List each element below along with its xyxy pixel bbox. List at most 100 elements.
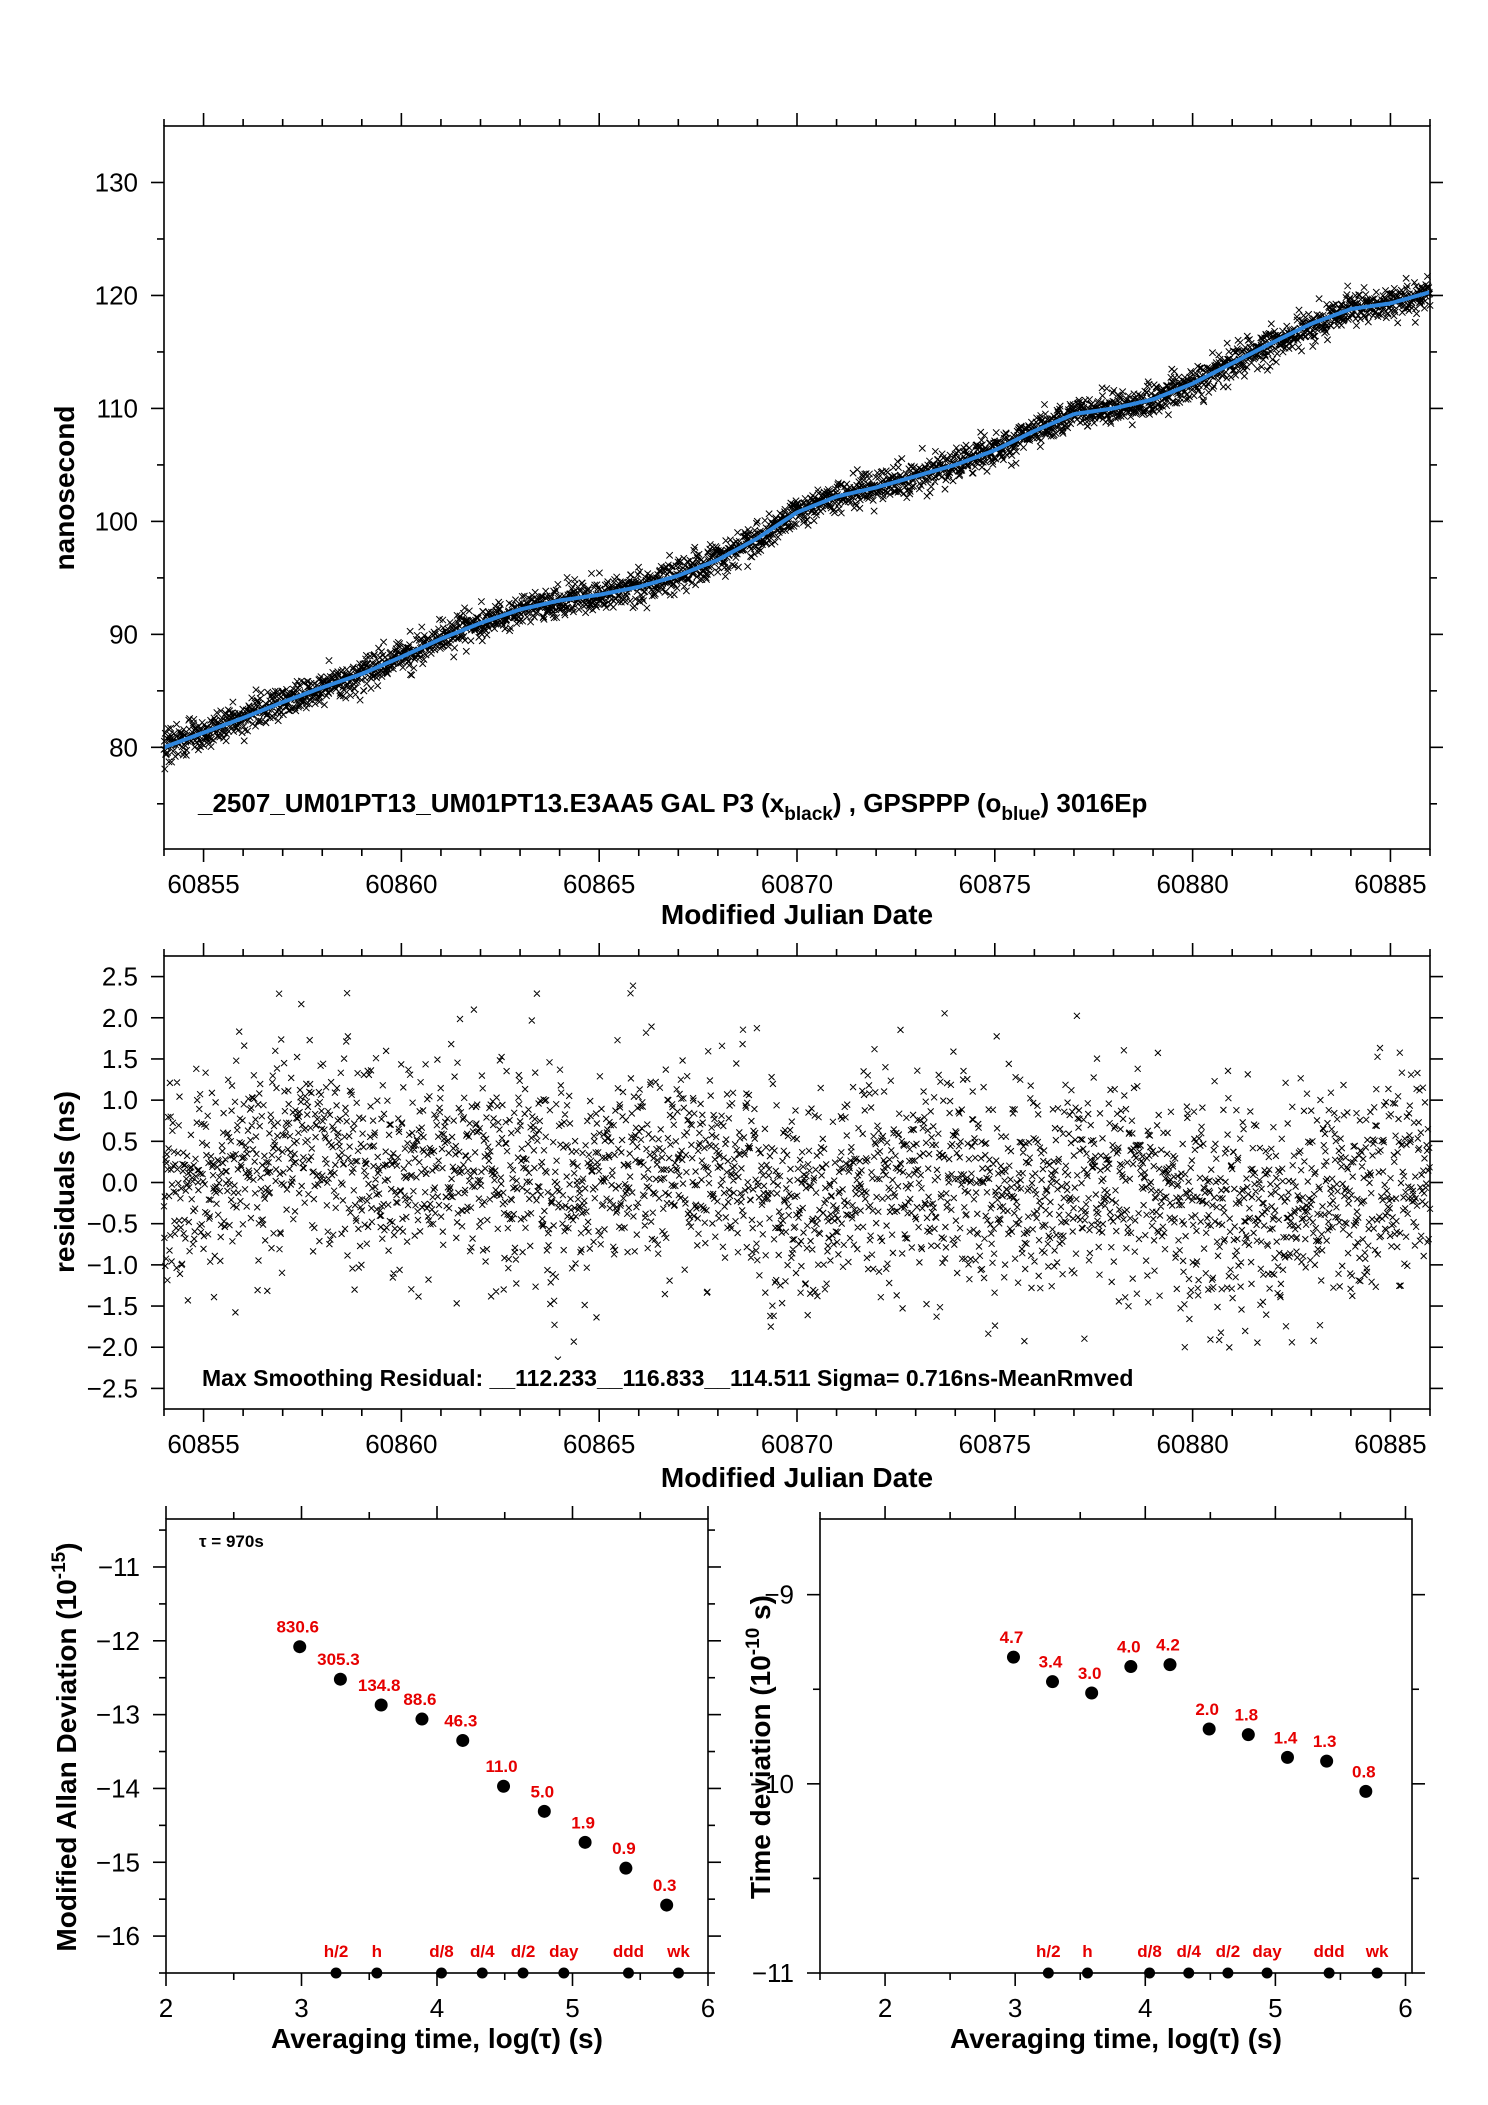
time-series-x-tick-label: 60855 — [167, 869, 239, 899]
allan-deviation-point — [415, 1712, 429, 1726]
time-deviation-tau-marker-label: wk — [1365, 1942, 1389, 1961]
time-deviation-tau-marker — [1144, 1967, 1156, 1979]
residuals-x-axis-title: Modified Julian Date — [661, 1462, 933, 1493]
residuals-marks — [160, 982, 1434, 1363]
allan-deviation-point — [537, 1804, 551, 1818]
residuals-x-tick-label: 60870 — [761, 1429, 833, 1459]
allan-deviation-point-label: 88.6 — [403, 1690, 436, 1709]
time-series-panel: 60855 60860 60865 60870 60875 60880 60885 80 90 1… — [49, 113, 1443, 930]
time-deviation-point — [1163, 1658, 1177, 1672]
residuals-y-tick-label: −1.0 — [87, 1250, 138, 1280]
time-deviation-tau-marker — [1261, 1967, 1273, 1979]
time-deviation-tau-marker-label: ddd — [1314, 1942, 1345, 1961]
allan-ylabel-exponent: -15 — [49, 1551, 70, 1579]
time-series-y-tick-label: 80 — [109, 732, 138, 762]
allan-deviation-x-tick-label: 2 — [159, 1993, 173, 2023]
time-deviation-x-tick-label: 2 — [878, 1993, 892, 2023]
time-deviation-point-label: 4.7 — [1000, 1628, 1024, 1647]
time-series-ticks: 60855 60860 60865 60870 60875 60880 60885 80 90 1… — [95, 113, 1443, 899]
allan-deviation-y-axis-title: Modified Allan Deviation (10-15) — [49, 1542, 82, 1951]
gal-p3-black-x-markers — [1168, 332, 1259, 407]
allan-deviation-point-label: 5.0 — [530, 1782, 554, 1801]
residuals-y-tick-label: 2.5 — [102, 962, 138, 992]
residuals-annotation: Max Smoothing Residual: __112.233__116.8… — [202, 1365, 1133, 1391]
time-deviation-tau-marker-label: d/4 — [1176, 1942, 1201, 1961]
residual-x-markers — [1168, 1067, 1259, 1351]
allan-deviation-y-tick-label: −11 — [98, 1552, 140, 1582]
allan-deviation-point — [293, 1640, 307, 1654]
tdev-ylabel-close: s) — [745, 1595, 776, 1628]
residuals-x-tick-label: 60885 — [1354, 1429, 1426, 1459]
time-deviation-tau-marker-label: d/2 — [1216, 1942, 1241, 1961]
residuals-y-tick-label: −1.5 — [87, 1291, 138, 1321]
allan-deviation-tau-marker — [558, 1967, 570, 1979]
residuals-annotation-bg — [196, 1360, 1266, 1394]
time-deviation-y-tick-label: −9 — [764, 1580, 794, 1610]
time-series-marks — [160, 272, 1434, 773]
gpsppp-blue-trend-line — [163, 290, 1431, 750]
time-series-y-tick-label: 110 — [97, 393, 138, 423]
time-deviation-x-tick-label: 4 — [1138, 1993, 1152, 2023]
allan-deviation-tau-marker — [517, 1967, 529, 1979]
time-deviation-point — [1280, 1750, 1294, 1764]
allan-deviation-point — [456, 1733, 470, 1747]
allan-deviation-tau-marker-label: ddd — [613, 1942, 644, 1961]
allan-deviation-tau-marker-label: h — [372, 1942, 382, 1961]
allan-deviation-y-tick-label: −15 — [96, 1847, 140, 1877]
time-deviation-tau-marker-label: h/2 — [1036, 1942, 1061, 1961]
time-deviation-point-label: 1.3 — [1313, 1732, 1337, 1751]
residuals-x-tick-label: 60855 — [167, 1429, 239, 1459]
annotation-sub-blue: blue — [1001, 804, 1040, 825]
residuals-ticks: 60855 60860 60865 60870 60875 60880 60885 −2.5 −… — [87, 943, 1443, 1459]
residual-x-markers — [244, 990, 335, 1295]
allan-deviation-marks: 830.6 305.3 134.888.6 46.3 11.0 5.0 1.9 0.9 0.3 h… — [276, 1618, 690, 1979]
allan-deviation-point-label: 0.3 — [653, 1876, 677, 1895]
time-deviation-point-label: 3.0 — [1078, 1664, 1102, 1683]
time-deviation-point-label: 4.2 — [1156, 1636, 1180, 1655]
allan-deviation-point — [578, 1835, 592, 1849]
allan-deviation-tau-marker — [622, 1967, 634, 1979]
residuals-frame — [163, 955, 1431, 1410]
time-series-x-axis-title: Modified Julian Date — [661, 899, 933, 930]
allan-deviation-y-tick-label: −16 — [96, 1921, 140, 1951]
gal-p3-black-x-markers — [1084, 373, 1175, 430]
residuals-y-tick-label: 0.5 — [102, 1126, 138, 1156]
time-deviation-tau-marker — [1323, 1967, 1335, 1979]
allan-deviation-tau-marker-label: d/8 — [429, 1942, 454, 1961]
residual-x-markers — [1336, 1044, 1427, 1300]
time-deviation-x-axis-title: Averaging time, log(τ) (s) — [950, 2023, 1282, 2054]
time-series-x-tick-label: 60885 — [1354, 869, 1426, 899]
time-deviation-point — [1202, 1722, 1216, 1736]
allan-deviation-point-label: 830.6 — [276, 1618, 319, 1637]
allan-ylabel-close: ) — [51, 1542, 82, 1551]
time-deviation-tau-marker-label: h — [1082, 1942, 1092, 1961]
time-deviation-y-tick-label: −10 — [750, 1769, 794, 1799]
allan-deviation-x-tick-label: 6 — [701, 1993, 715, 2023]
residuals-x-tick-label: 60860 — [365, 1429, 437, 1459]
allan-deviation-point — [497, 1779, 511, 1793]
allan-deviation-ticks: 2 3 4 5 6 −16 −15 −14 −13 −12 −11 — [96, 1506, 721, 2023]
time-deviation-frame — [819, 1518, 1413, 1974]
allan-deviation-tau-marker-label: wk — [666, 1942, 690, 1961]
gal-p3-black-x-markers — [748, 485, 839, 561]
allan-deviation-tau-marker-label: d/2 — [511, 1942, 536, 1961]
allan-deviation-y-tick-label: −13 — [96, 1700, 140, 1730]
time-deviation-tau-marker — [1082, 1967, 1094, 1979]
time-deviation-tau-marker-label: day — [1252, 1942, 1282, 1961]
residuals-x-tick-label: 60875 — [959, 1429, 1031, 1459]
allan-deviation-point — [333, 1672, 347, 1686]
residual-x-markers — [328, 989, 419, 1293]
time-deviation-point-label: 1.8 — [1235, 1706, 1259, 1725]
allan-deviation-y-tick-label: −14 — [96, 1773, 140, 1803]
time-deviation-point — [1085, 1686, 1099, 1700]
allan-deviation-point-label: 11.0 — [485, 1757, 517, 1776]
time-deviation-panel: 2 3 4 5 6 −11 −10 −9 4.7 3.4 3.0 4.0 4.2 2.0 1.8 1.4 1.… — [743, 1506, 1425, 2054]
time-series-frame — [163, 125, 1431, 850]
residual-x-markers — [1000, 1012, 1091, 1345]
time-deviation-y-axis-title: Time deviation (10-10 s) — [743, 1595, 776, 1899]
time-deviation-x-tick-label: 5 — [1268, 1993, 1282, 2023]
time-deviation-point — [1124, 1660, 1138, 1674]
time-deviation-point-label: 0.8 — [1352, 1762, 1376, 1781]
residuals-y-tick-label: −0.5 — [87, 1209, 138, 1239]
allan-deviation-point-label: 134.8 — [358, 1676, 401, 1695]
